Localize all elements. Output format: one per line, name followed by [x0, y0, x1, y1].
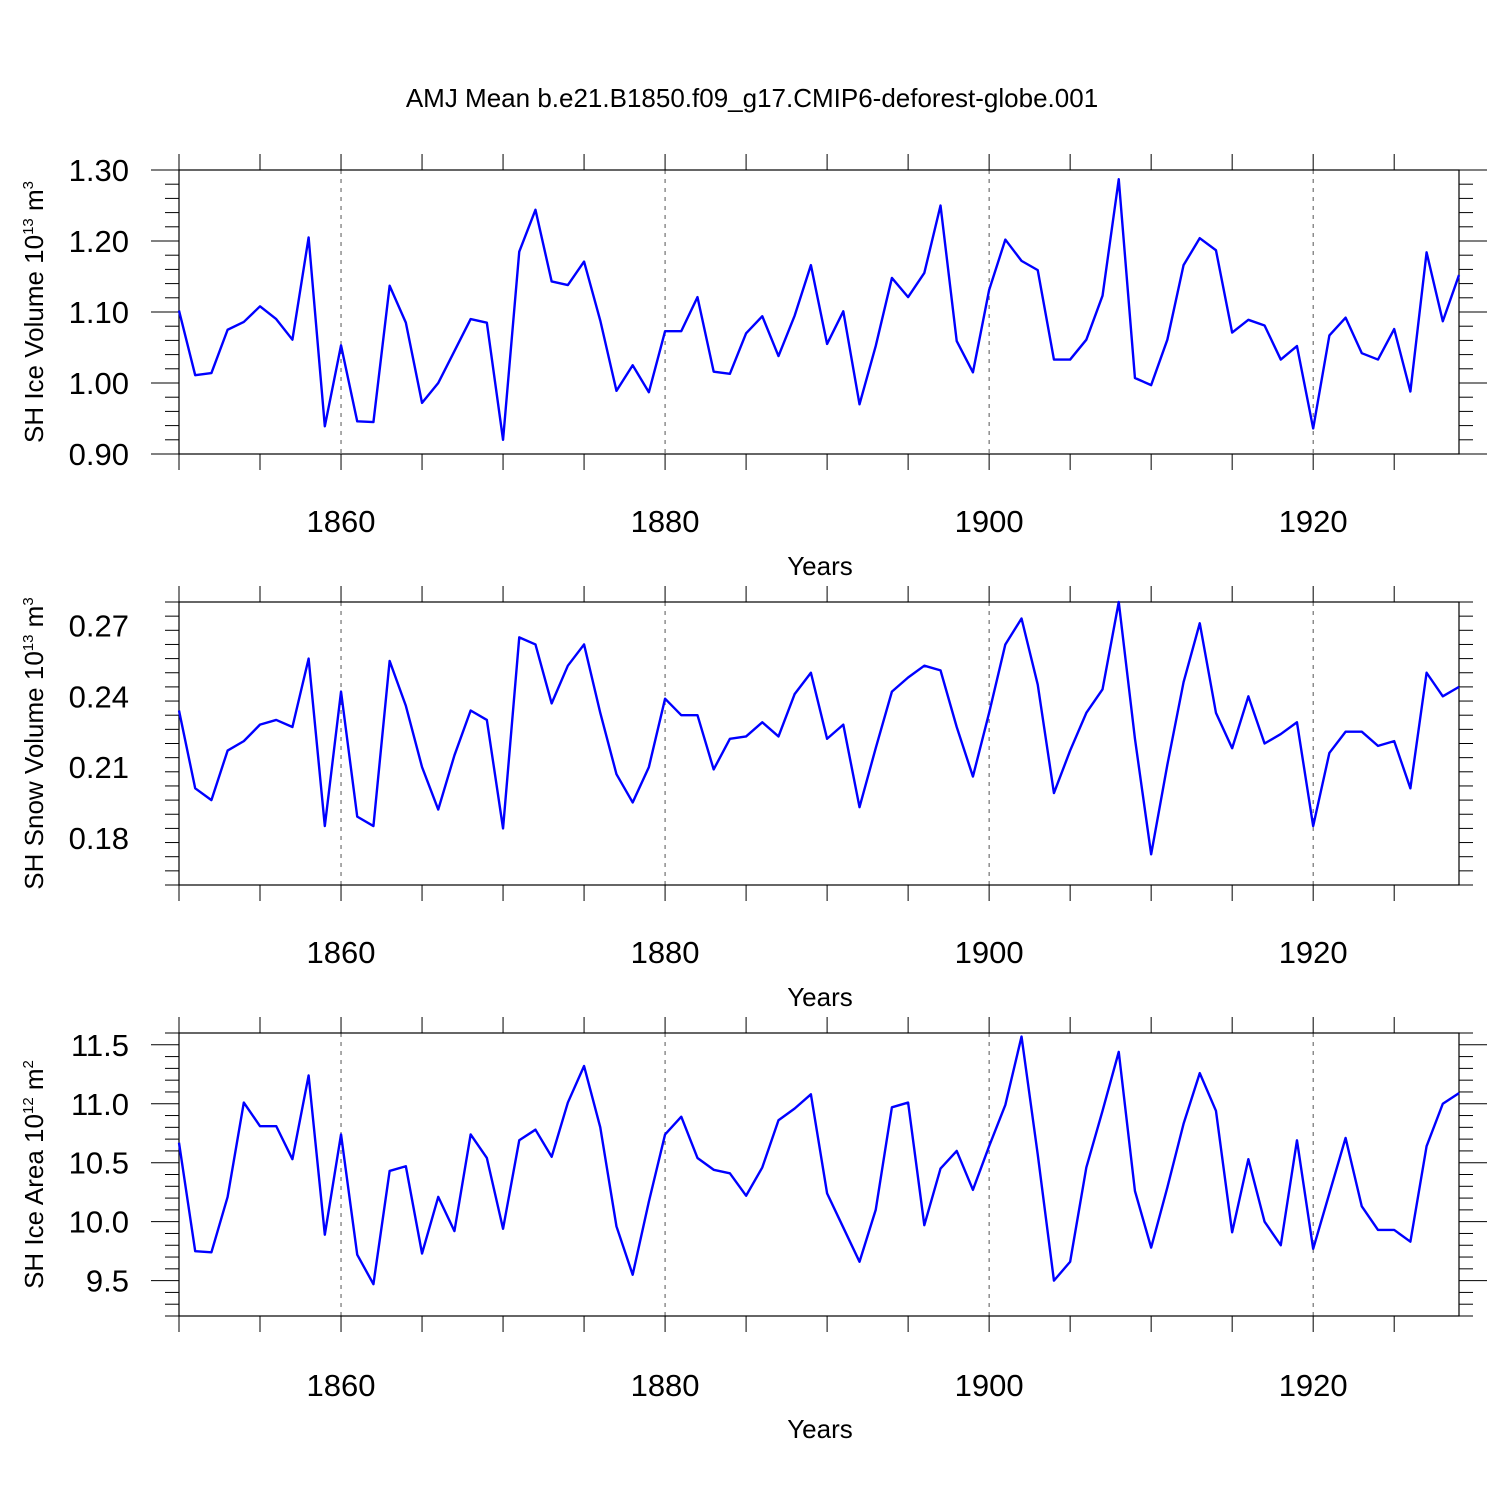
ice-area-xtick-label: 1920 [1279, 1368, 1348, 1403]
snow-volume-x-axis-title: Years [787, 982, 853, 1012]
ice-volume-xtick-label: 1880 [631, 504, 700, 539]
snow-volume-xtick-label: 1920 [1279, 935, 1348, 970]
ice-volume-ytick-label: 1.30 [69, 153, 129, 188]
ice-volume-ytick-label: 0.90 [69, 437, 129, 472]
ice-area-xtick-label: 1900 [955, 1368, 1024, 1403]
snow-volume-series-line [177, 600, 1460, 856]
snow-volume-xtick-label: 1900 [955, 935, 1024, 970]
snow-volume-xtick-label: 1880 [631, 935, 700, 970]
snow-volume-ytick-label: 0.24 [69, 679, 129, 714]
ice-area-frame [178, 1032, 1460, 1317]
snow-volume-frame [178, 601, 1460, 886]
snow-volume-ytick-label: 0.18 [69, 821, 129, 856]
ice-area-ytick-label: 11.0 [71, 1087, 129, 1122]
ice-volume-ytick-label: 1.20 [69, 224, 129, 259]
ice-area-ytick-label: 10.5 [69, 1146, 129, 1181]
ice-volume-panel: 0.90 1.00 1.10 1.20 1.30 1860 1880 1900 1920 Year… [19, 153, 1487, 581]
ice-area-xtick-label: 1860 [307, 1368, 376, 1403]
ice-volume-series-line [177, 178, 1461, 441]
snow-volume-ytick-label: 0.21 [69, 750, 129, 785]
ice-volume-y-axis-title: SH Ice Volume 1013 m3 [19, 181, 49, 443]
figure-title: AMJ Mean b.e21.B1850.f09_g17.CMIP6-defor… [406, 83, 1098, 113]
ice-volume-xtick-label: 1900 [955, 504, 1024, 539]
snow-volume-panel: 0.18 0.21 0.24 0.27 1860 1880 1900 1920 Years SH … [19, 586, 1473, 1012]
ice-volume-ytick-label: 1.00 [69, 366, 129, 401]
ice-volume-xtick-label: 1920 [1279, 504, 1348, 539]
ice-area-y-axis-title: SH Ice Area 1012 m2 [19, 1060, 49, 1289]
ice-area-ytick-label: 11.5 [71, 1028, 129, 1063]
ice-volume-frame [178, 169, 1460, 455]
snow-volume-ytick-label: 0.27 [69, 609, 129, 644]
ice-area-ytick-label: 9.5 [86, 1264, 129, 1299]
ice-area-ytick-label: 10.0 [69, 1205, 129, 1240]
ice-area-series-line [177, 1035, 1460, 1286]
ice-volume-xtick-label: 1860 [307, 504, 376, 539]
ice-area-xtick-label: 1880 [631, 1368, 700, 1403]
ice-volume-ytick-label: 1.10 [69, 295, 129, 330]
ice-volume-x-axis-title: Years [787, 551, 853, 581]
ice-area-panel: 9.5 10.0 10.5 11.0 11.5 1860 1880 1900 1920 Years… [19, 1017, 1487, 1444]
snow-volume-xtick-label: 1860 [307, 935, 376, 970]
ice-area-x-axis-title: Years [787, 1414, 853, 1444]
snow-volume-y-axis-title: SH Snow Volume 1013 m3 [19, 597, 49, 889]
